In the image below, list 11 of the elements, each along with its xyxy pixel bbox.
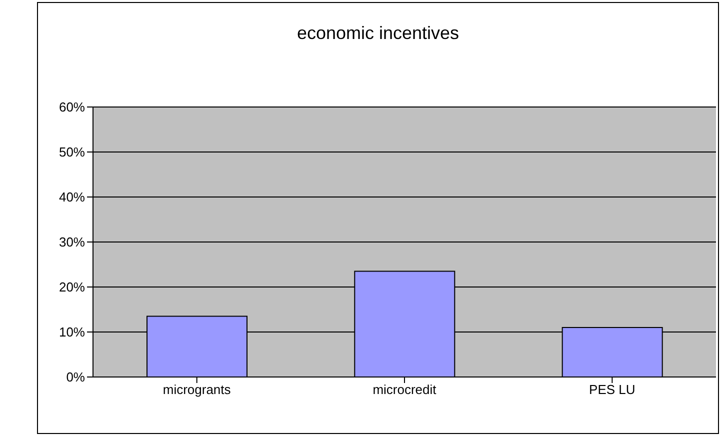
x-tick-label: microgrants xyxy=(162,382,232,398)
y-tick-label: 20% xyxy=(58,280,86,295)
y-tick-label: 60% xyxy=(58,100,86,115)
y-tick-label: 50% xyxy=(58,144,86,160)
y-tick-label: 30% xyxy=(58,234,86,250)
x-tick-label: PES LU xyxy=(589,382,636,398)
y-tick-label: 40% xyxy=(58,190,86,205)
y-tick-label: 10% xyxy=(58,324,86,340)
x-tick-label: microcredit xyxy=(372,382,437,398)
chart-title: economic incentives xyxy=(296,23,460,44)
y-tick-label: 0% xyxy=(66,370,86,385)
